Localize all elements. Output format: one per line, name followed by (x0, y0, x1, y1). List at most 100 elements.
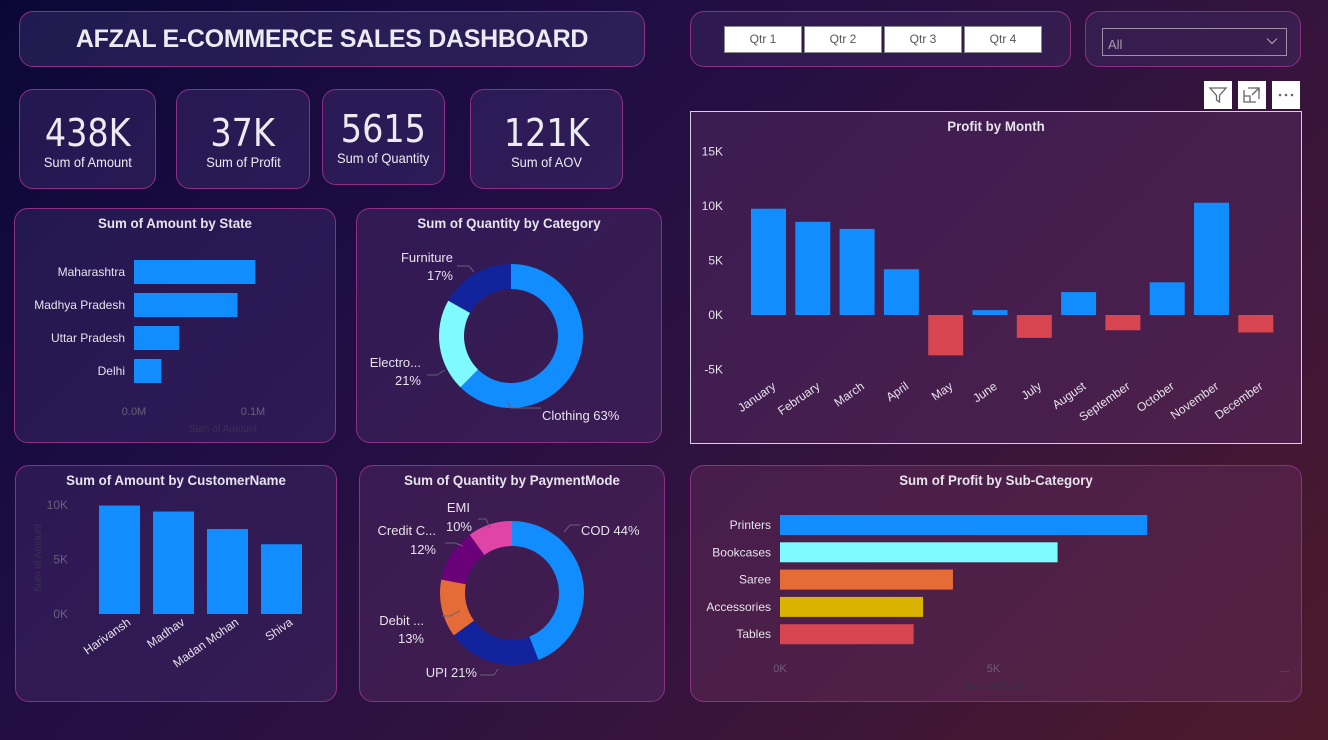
data-label: EMI (447, 500, 470, 515)
data-label: COD 44% (581, 523, 640, 538)
data-label: Debit ... (379, 613, 424, 628)
bar (780, 515, 1148, 535)
axis-tick-label: ... (1280, 663, 1289, 675)
chart-quantity-by-paymentmode[interactable]: Sum of Quantity by PaymentMode COD 44% UP… (359, 465, 665, 702)
bar (207, 528, 248, 614)
data-label: 17% (427, 268, 453, 283)
filter-icon (1208, 87, 1228, 104)
donut-slice (469, 521, 512, 555)
axis-tick-label: 5K (53, 553, 68, 567)
chart-amount-by-state[interactable]: Sum of Amount by State Maharashtra Madhya… (14, 208, 336, 443)
axis-tick-label: Harivansh (81, 615, 133, 657)
kpi-label: Sum of Quantity (337, 150, 430, 166)
axis-tick-label: 10K (702, 199, 723, 213)
axis-tick-label: August (1050, 379, 1089, 412)
dropdown-selected-value: All (1108, 37, 1123, 52)
dashboard-title-card: AFZAL E-COMMERCE SALES DASHBOARD (19, 11, 645, 67)
axis-tick-label: Madhav (144, 615, 187, 651)
chart-quantity-by-category[interactable]: Sum of Quantity by Category Clothing 63%… (356, 208, 662, 443)
bar (1194, 202, 1229, 315)
chart-title: Sum of Quantity by Category (417, 215, 601, 231)
axis-title: Sum of Profit (965, 681, 1023, 692)
bar (780, 569, 953, 590)
leader-line (506, 401, 541, 409)
kpi-value: 121K (503, 111, 590, 155)
data-label: Credit C... (377, 523, 436, 538)
data-label: UPI 21% (426, 665, 478, 680)
bar (780, 542, 1058, 563)
kpi-card-amount: 438K Sum of Amount (19, 89, 156, 189)
axis-tick-label: 0.0M (122, 406, 146, 418)
slicer-button-qtr2[interactable]: Qtr 2 (804, 25, 882, 53)
axis-tick-label: July (1019, 379, 1045, 403)
chevron-down-icon (1266, 38, 1278, 45)
chart-amount-by-customer[interactable]: Sum of Amount by CustomerName 10K 5K 0K Sum… (15, 465, 337, 702)
leader-line (457, 265, 475, 273)
axis-tick-label: Shiva (263, 615, 296, 644)
focus-mode-button[interactable] (1238, 81, 1266, 109)
axis-tick-label: April (883, 379, 911, 404)
more-options-button[interactable] (1272, 81, 1300, 109)
axis-tick-label: March (831, 379, 866, 410)
data-label: 13% (398, 631, 424, 646)
chart-profit-by-subcategory[interactable]: Sum of Profit by Sub-Category Printers Bo… (690, 465, 1302, 702)
kpi-label: Sum of Profit (205, 154, 281, 170)
axis-tick-label: 5K (708, 254, 723, 268)
axis-title: Sum of Amount (189, 424, 258, 435)
leader-line (445, 542, 464, 547)
donut-slice (512, 521, 585, 660)
dropdown-slicer[interactable]: All (1102, 28, 1287, 56)
leader-line (563, 524, 580, 533)
axis-tick-label: 0K (773, 663, 787, 675)
bar (134, 260, 256, 284)
axis-tick-label: -5K (704, 363, 723, 377)
donut-slice (440, 579, 474, 636)
dropdown-slicer-card: All (1085, 11, 1301, 67)
bar (153, 511, 194, 614)
axis-tick-label: May (929, 379, 956, 403)
axis-tick-label: November (1168, 379, 1221, 422)
data-label: 21% (395, 373, 421, 388)
chart-title: Sum of Amount by CustomerName (66, 472, 286, 488)
bar-label: Saree (739, 573, 771, 587)
chart-title: Sum of Amount by State (98, 215, 252, 231)
bar (99, 505, 140, 614)
slicer-button-qtr1[interactable]: Qtr 1 (724, 25, 802, 53)
chart-plot: COD 44% UPI 21% Debit ... 13% Credit C... 12%… (377, 500, 640, 680)
donut-slice (439, 300, 479, 388)
data-label: 10% (446, 519, 472, 534)
kpi-label: Sum of AOV (511, 154, 582, 170)
axis-tick-label: 0K (708, 308, 723, 322)
more-options-icon (1278, 93, 1294, 97)
axis-tick-label: February (775, 379, 822, 418)
axis-title: Sum of Amount (33, 524, 44, 593)
leader-line (480, 668, 499, 676)
bar (780, 624, 914, 645)
bar-label: Maharashtra (58, 265, 126, 279)
axis-tick-label: 0.1M (241, 406, 265, 418)
bar (751, 208, 786, 315)
bar-label: Madhya Pradesh (34, 298, 125, 312)
axis-tick-label: January (735, 379, 778, 415)
kpi-value: 5615 (340, 107, 427, 151)
axis-tick-label: 0K (53, 607, 68, 621)
dashboard-title: AFZAL E-COMMERCE SALES DASHBOARD (75, 24, 589, 53)
bar-label: Uttar Pradesh (51, 331, 125, 345)
chart-profit-by-month[interactable]: Profit by Month 15K 10K 5K 0K -5K January Febr… (690, 111, 1302, 444)
chart-title: Profit by Month (947, 118, 1045, 134)
bar (1105, 315, 1141, 331)
kpi-value: 438K (44, 111, 131, 155)
chart-title: Sum of Profit by Sub-Category (899, 472, 1093, 488)
slicer-button-qtr4[interactable]: Qtr 4 (964, 25, 1042, 53)
bar (134, 326, 180, 350)
quarter-slicer: Qtr 1 Qtr 2 Qtr 3 Qtr 4 (690, 11, 1071, 67)
leader-line (427, 369, 446, 376)
filter-button[interactable] (1204, 81, 1232, 109)
visual-header (1204, 81, 1300, 109)
axis-tick-label: December (1212, 379, 1265, 422)
leader-line (442, 610, 461, 617)
slicer-button-qtr3[interactable]: Qtr 3 (884, 25, 962, 53)
axis-tick-label: 10K (47, 498, 68, 512)
chart-plot: Clothing 63% Electro... 21% Furniture 17% (370, 250, 620, 423)
